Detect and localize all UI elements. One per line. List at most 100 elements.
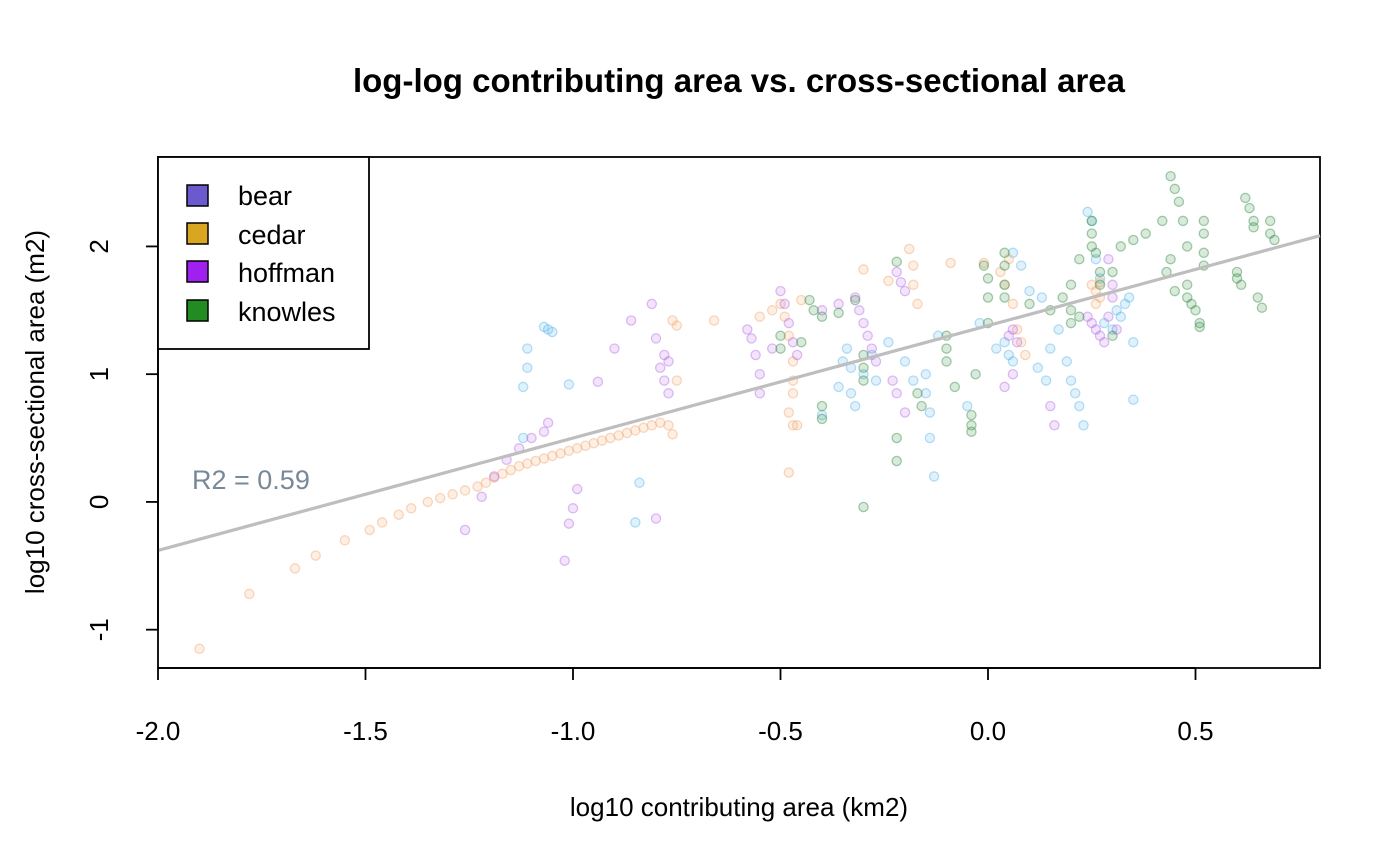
legend-label: cedar xyxy=(238,220,306,250)
data-point-bear xyxy=(1061,356,1073,367)
data-point-hoffman xyxy=(1086,317,1098,329)
data-point-bear xyxy=(816,409,828,421)
legend-swatch xyxy=(186,299,209,322)
x-tick-label: -1.0 xyxy=(551,716,596,746)
data-point-knowles xyxy=(1157,215,1168,227)
data-point-hoffman xyxy=(563,518,575,529)
data-point-cedar xyxy=(405,503,417,514)
data-point-hoffman xyxy=(775,285,786,297)
data-point-knowles xyxy=(1248,215,1259,227)
data-point-cedar xyxy=(1090,298,1102,310)
data-point-hoffman xyxy=(1107,279,1118,291)
data-point-bear xyxy=(1111,305,1122,316)
data-point-hoffman xyxy=(891,388,902,399)
data-point-knowles xyxy=(1181,241,1193,252)
x-tick-label: 0.5 xyxy=(1177,716,1213,746)
data-point-bear xyxy=(1078,420,1089,431)
data-point-knowles xyxy=(1107,330,1118,342)
data-point-bear xyxy=(1036,292,1048,303)
y-axis: -1 0 1 2 xyxy=(84,239,159,641)
data-point-knowles xyxy=(999,279,1010,291)
data-point-knowles xyxy=(1198,228,1210,239)
data-point-bear xyxy=(1069,388,1081,399)
data-point-cedar xyxy=(883,275,894,287)
data-point-hoffman xyxy=(1103,311,1114,322)
data-point-hoffman xyxy=(849,292,861,303)
data-point-bear xyxy=(924,407,936,418)
data-point-hoffman xyxy=(1045,400,1056,412)
data-point-hoffman xyxy=(654,362,666,374)
data-point-hoffman xyxy=(650,513,662,524)
data-point-cedar xyxy=(289,563,301,574)
data-point-hoffman xyxy=(783,317,795,329)
data-point-knowles xyxy=(1065,279,1077,291)
data-point-bear xyxy=(1115,311,1127,322)
data-point-bear xyxy=(1007,247,1019,259)
data-point-cedar xyxy=(630,425,641,436)
legend-swatch xyxy=(186,260,209,283)
data-point-bear xyxy=(630,517,641,528)
data-point-bear xyxy=(522,362,533,374)
data-point-knowles xyxy=(1190,305,1201,316)
legend-label: bear xyxy=(238,181,292,211)
data-point-cedar xyxy=(447,489,458,500)
chart-title: log-log contributing area vs. cross-sect… xyxy=(353,62,1126,99)
data-point-hoffman xyxy=(899,407,911,418)
data-point-hoffman xyxy=(899,285,911,297)
data-point-knowles xyxy=(1115,241,1127,252)
data-point-cedar xyxy=(530,455,541,467)
data-point-bear xyxy=(1007,356,1019,367)
y-axis-label: log10 cross-sectional area (m2) xyxy=(20,230,50,594)
data-point-cedar xyxy=(638,422,649,434)
data-point-knowles xyxy=(1074,253,1085,265)
data-point-hoffman xyxy=(663,388,674,399)
data-point-cedar xyxy=(671,375,683,386)
data-point-cedar xyxy=(194,643,205,655)
data-point-hoffman xyxy=(663,356,674,367)
data-point-bear xyxy=(1032,362,1044,374)
data-point-cedar xyxy=(310,550,321,561)
legend-entry-knowles: knowles xyxy=(186,297,336,327)
data-point-knowles xyxy=(1181,279,1193,291)
data-point-knowles xyxy=(1177,215,1189,227)
data-point-knowles xyxy=(1165,253,1176,265)
data-point-cedar xyxy=(588,437,600,449)
data-point-cedar xyxy=(522,458,533,469)
data-point-cedar xyxy=(1020,349,1031,361)
legend-entry-bear: bear xyxy=(186,181,292,211)
data-point-hoffman xyxy=(526,432,537,444)
data-point-hoffman xyxy=(1007,368,1019,380)
data-point-bear xyxy=(1128,336,1139,348)
data-point-knowles xyxy=(982,273,994,284)
data-point-knowles xyxy=(1252,292,1264,303)
data-point-bear xyxy=(920,368,932,380)
data-point-bear xyxy=(1065,375,1077,386)
data-point-bear xyxy=(870,375,882,386)
x-tick-label: -1.5 xyxy=(343,716,388,746)
data-point-hoffman xyxy=(1098,336,1110,348)
data-point-knowles xyxy=(1140,228,1151,239)
data-point-bear xyxy=(1123,292,1135,303)
data-point-cedar xyxy=(775,298,786,310)
data-point-hoffman xyxy=(646,298,658,310)
data-point-hoffman xyxy=(567,503,579,514)
data-point-cedar xyxy=(480,477,492,489)
data-point-hoffman xyxy=(609,343,620,354)
data-point-hoffman xyxy=(866,343,878,354)
data-point-knowles xyxy=(1231,273,1243,284)
data-point-knowles xyxy=(1065,317,1077,329)
data-point-cedar xyxy=(1086,279,1098,291)
data-point-bear xyxy=(833,381,844,393)
data-point-cedar xyxy=(995,266,1006,278)
data-point-bear xyxy=(1015,260,1027,271)
data-point-hoffman xyxy=(791,349,803,361)
y-tick-label: -1 xyxy=(84,618,114,641)
data-point-cedar xyxy=(434,492,446,504)
data-point-cedar xyxy=(513,460,525,472)
data-point-cedar xyxy=(1007,298,1019,310)
r2-annotation: R2 = 0.59 xyxy=(192,465,310,495)
legend-entry-hoffman: hoffman xyxy=(186,258,335,288)
data-point-hoffman xyxy=(816,305,828,316)
data-point-cedar xyxy=(787,356,799,367)
data-point-bear xyxy=(538,321,550,333)
